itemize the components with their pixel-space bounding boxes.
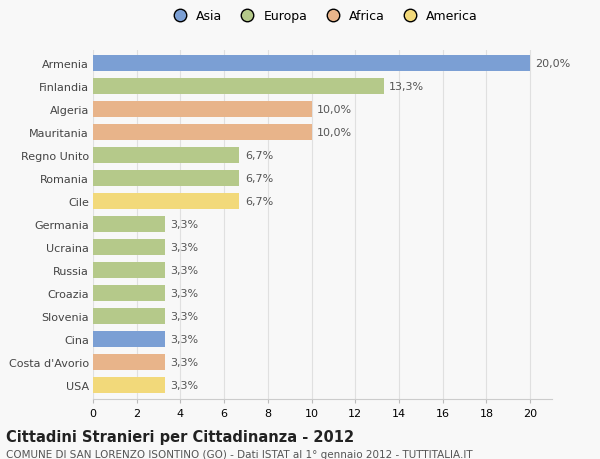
Bar bbox=[93, 377, 165, 393]
Bar bbox=[93, 102, 311, 118]
Bar bbox=[93, 308, 165, 325]
Text: 3,3%: 3,3% bbox=[170, 335, 199, 345]
Text: COMUNE DI SAN LORENZO ISONTINO (GO) - Dati ISTAT al 1° gennaio 2012 - TUTTITALIA: COMUNE DI SAN LORENZO ISONTINO (GO) - Da… bbox=[6, 449, 473, 459]
Bar bbox=[93, 194, 239, 210]
Text: 6,7%: 6,7% bbox=[245, 151, 273, 161]
Text: 6,7%: 6,7% bbox=[245, 174, 273, 184]
Bar bbox=[93, 285, 165, 302]
Bar bbox=[93, 240, 165, 256]
Text: 6,7%: 6,7% bbox=[245, 197, 273, 207]
Bar bbox=[93, 331, 165, 348]
Bar bbox=[93, 217, 165, 233]
Text: 3,3%: 3,3% bbox=[170, 220, 199, 230]
Bar bbox=[93, 148, 239, 164]
Text: 3,3%: 3,3% bbox=[170, 358, 199, 368]
Text: 3,3%: 3,3% bbox=[170, 243, 199, 253]
Bar bbox=[93, 56, 530, 72]
Legend: Asia, Europa, Africa, America: Asia, Europa, Africa, America bbox=[165, 8, 480, 26]
Bar bbox=[93, 171, 239, 187]
Text: 3,3%: 3,3% bbox=[170, 266, 199, 276]
Text: 3,3%: 3,3% bbox=[170, 312, 199, 322]
Text: 10,0%: 10,0% bbox=[317, 105, 352, 115]
Bar bbox=[93, 263, 165, 279]
Text: 3,3%: 3,3% bbox=[170, 381, 199, 391]
Text: 13,3%: 13,3% bbox=[389, 82, 424, 92]
Text: 20,0%: 20,0% bbox=[536, 59, 571, 69]
Bar bbox=[93, 79, 384, 95]
Text: 3,3%: 3,3% bbox=[170, 289, 199, 299]
Bar bbox=[93, 354, 165, 371]
Bar bbox=[93, 125, 311, 141]
Text: Cittadini Stranieri per Cittadinanza - 2012: Cittadini Stranieri per Cittadinanza - 2… bbox=[6, 429, 354, 444]
Text: 10,0%: 10,0% bbox=[317, 128, 352, 138]
